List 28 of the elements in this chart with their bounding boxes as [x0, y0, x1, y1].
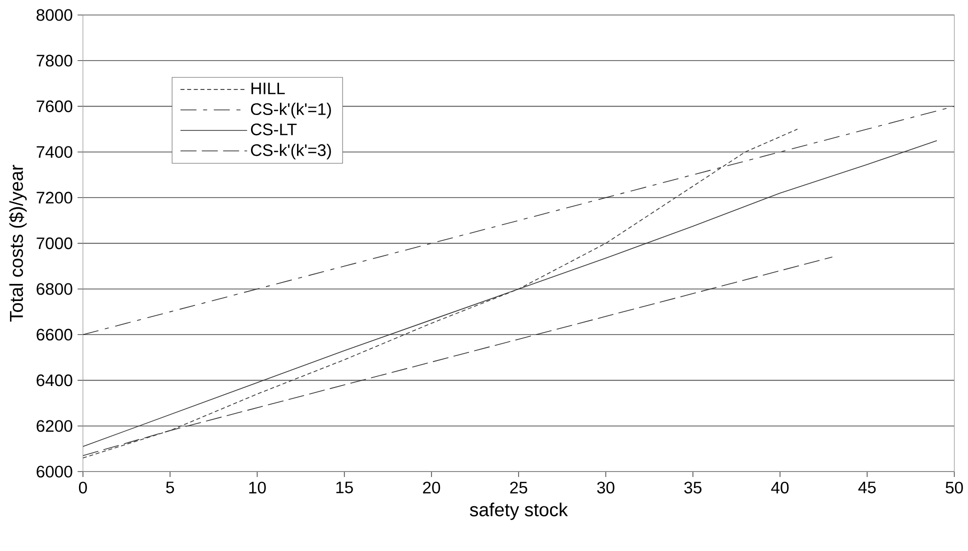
y-tick-label: 7400 [36, 146, 72, 158]
y-axis-title: Total costs ($)/year [9, 165, 27, 322]
x-tick-label: 10 [249, 482, 266, 494]
x-tick-label: 50 [946, 482, 963, 494]
y-tick-label: 6200 [36, 420, 72, 432]
x-tick-label: 45 [858, 482, 876, 494]
x-tick-label: 30 [597, 482, 614, 494]
x-tick-label: 0 [78, 482, 87, 494]
x-tick-label: 20 [423, 482, 440, 494]
y-tick-label: 8000 [36, 9, 72, 22]
y-tick-label: 6800 [36, 283, 72, 296]
x-axis-title: safety stock [470, 502, 568, 520]
legend-label: CS-k'(k'=3) [251, 144, 331, 160]
y-tick-label: 6000 [36, 466, 72, 478]
legend-label: CS-k'(k'=1) [251, 103, 331, 119]
y-tick-label: 6600 [36, 328, 72, 341]
y-tick-label: 7000 [36, 238, 72, 250]
x-tick-label: 35 [684, 482, 702, 494]
y-tick-label: 7800 [36, 54, 72, 67]
x-tick-label: 15 [336, 482, 353, 494]
y-tick-label: 7200 [36, 192, 72, 204]
x-tick-label: 40 [771, 482, 789, 494]
x-tick-label: 5 [166, 482, 174, 494]
legend-label: CS-LT [251, 124, 297, 136]
y-tick-label: 6400 [36, 374, 72, 386]
legend-label: HILL [252, 82, 285, 94]
x-tick-label: 25 [510, 482, 528, 494]
y-tick-label: 7600 [36, 100, 72, 112]
